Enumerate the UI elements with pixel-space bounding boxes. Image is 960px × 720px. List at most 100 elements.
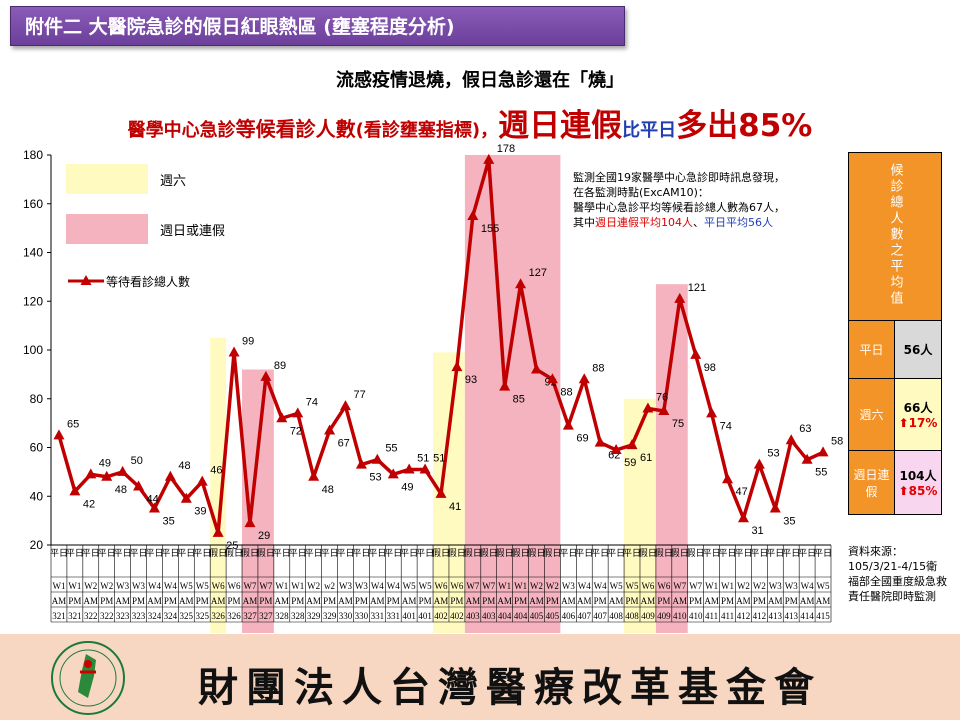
- data-label: 29: [258, 530, 270, 542]
- data-label: 31: [751, 525, 763, 537]
- x-ampm-label: AM: [768, 596, 783, 606]
- x-ampm-label: AM: [609, 596, 624, 606]
- x-ampm-label: PM: [291, 596, 304, 606]
- x-week-label: W3: [355, 581, 368, 591]
- x-week-label: W7: [689, 581, 702, 591]
- data-label: 75: [672, 418, 684, 430]
- data-point: [69, 485, 81, 496]
- x-date-label: 328: [291, 611, 305, 621]
- summary-sunday-value: 104人: [899, 469, 937, 483]
- data-label: 61: [640, 452, 652, 464]
- x-date-label: 328: [275, 611, 289, 621]
- data-label: 48: [115, 484, 127, 496]
- data-point: [53, 429, 65, 440]
- x-day-label: 假日: [480, 548, 498, 558]
- data-label: 77: [353, 389, 365, 401]
- x-ampm-label: PM: [482, 596, 495, 606]
- data-label: 35: [783, 515, 795, 527]
- x-week-label: W4: [148, 581, 161, 591]
- data-point: [117, 465, 129, 476]
- summary-value-saturday: 66人 ⬆17%: [894, 378, 942, 451]
- data-point: [308, 470, 320, 481]
- x-day-label: 平日: [719, 548, 737, 558]
- x-date-label: 403: [466, 611, 480, 621]
- x-date-label: 405: [546, 611, 560, 621]
- x-ampm-label: PM: [419, 596, 432, 606]
- x-ampm-label: AM: [306, 596, 321, 606]
- data-point: [578, 373, 590, 384]
- x-day-label: 平日: [575, 548, 593, 558]
- x-week-label: W1: [514, 581, 527, 591]
- summary-header-text: 候診總人數之平均值: [887, 163, 903, 307]
- x-week-label: W3: [132, 581, 145, 591]
- data-label: 127: [529, 267, 547, 279]
- data-point: [355, 458, 367, 469]
- data-point: [371, 453, 383, 464]
- x-week-label: W7: [466, 581, 479, 591]
- data-point: [148, 502, 160, 513]
- line-chart: 20406080100120140160180平日W1AM321平日W1PM32…: [23, 143, 843, 633]
- x-day-label: 平日: [607, 548, 625, 558]
- x-date-label: 410: [689, 611, 703, 621]
- x-date-label: 324: [148, 611, 162, 621]
- data-point: [690, 348, 702, 359]
- x-date-label: 411: [721, 611, 734, 621]
- x-week-label: W2: [546, 581, 559, 591]
- title-bar: 附件二 大醫院急診的假日紅眼熱區 (壅塞程度分析): [10, 6, 625, 46]
- data-label: 49: [99, 457, 111, 469]
- summary-label-sunday: 週日連假: [848, 450, 895, 515]
- y-tick-label: 120: [23, 294, 43, 308]
- x-ampm-label: AM: [338, 596, 353, 606]
- x-day-label: 平日: [384, 548, 402, 558]
- data-point: [276, 412, 288, 423]
- data-label: 55: [385, 443, 397, 455]
- x-week-label: W1: [291, 581, 304, 591]
- x-day-label: 假日: [464, 548, 482, 558]
- headline-part1: 醫學中心急診: [127, 120, 236, 141]
- x-date-label: 331: [386, 611, 400, 621]
- data-label: 41: [449, 501, 461, 513]
- summary-value-weekday: 56人: [894, 320, 942, 379]
- x-week-label: W1: [705, 581, 718, 591]
- x-ampm-label: AM: [275, 596, 290, 606]
- x-date-label: 412: [753, 611, 767, 621]
- x-ampm-label: AM: [673, 596, 688, 606]
- x-day-label: 平日: [145, 548, 163, 558]
- data-point: [196, 475, 208, 486]
- x-week-label: W5: [196, 581, 209, 591]
- x-day-label: 假日: [448, 548, 466, 558]
- x-ampm-label: AM: [52, 596, 67, 606]
- data-point: [722, 473, 734, 484]
- x-day-label: 假日: [655, 548, 673, 558]
- x-day-label: 平日: [98, 548, 116, 558]
- data-label: 51: [417, 452, 429, 464]
- x-week-label: W2: [753, 581, 766, 591]
- data-label: 53: [369, 472, 381, 484]
- headline: 醫學中心急診等候看診人數(看診壅塞指標)，週日連假比平日多出85%: [60, 100, 880, 145]
- x-day-label: 平日: [82, 548, 100, 558]
- x-day-label: 平日: [352, 548, 370, 558]
- data-point: [387, 468, 399, 479]
- x-date-label: 408: [609, 611, 623, 621]
- note-line-2: 在各監測時點(ExcAM10)：: [573, 186, 709, 199]
- data-point: [674, 292, 686, 303]
- data-point: [753, 458, 765, 469]
- x-ampm-label: AM: [529, 596, 544, 606]
- data-point: [642, 402, 654, 413]
- data-point: [133, 480, 145, 491]
- data-point: [292, 407, 304, 418]
- x-ampm-label: PM: [164, 596, 177, 606]
- x-date-label: 414: [800, 611, 814, 621]
- x-date-label: 329: [323, 611, 337, 621]
- x-ampm-label: PM: [259, 596, 272, 606]
- x-date-label: 405: [530, 611, 544, 621]
- x-day-label: 平日: [273, 548, 291, 558]
- x-date-label: 404: [514, 611, 528, 621]
- x-day-label: 平日: [782, 548, 800, 558]
- x-day-label: 平日: [750, 548, 768, 558]
- monitor-note: 監測全國19家醫學中心急診即時訊息發現， 在各監測時點(ExcAM10)： 醫學…: [573, 170, 839, 230]
- x-week-label: W5: [180, 581, 193, 591]
- x-day-label: 假日: [671, 548, 689, 558]
- x-ampm-label: AM: [466, 596, 481, 606]
- data-point: [817, 446, 829, 457]
